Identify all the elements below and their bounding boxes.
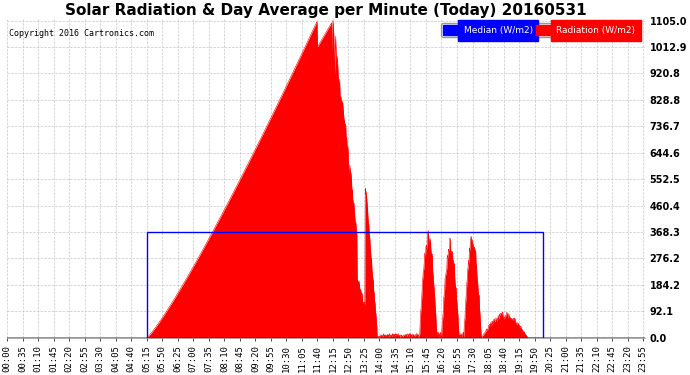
Legend: Median (W/m2), Radiation (W/m2): Median (W/m2), Radiation (W/m2) — [441, 24, 637, 37]
Title: Solar Radiation & Day Average per Minute (Today) 20160531: Solar Radiation & Day Average per Minute… — [66, 3, 587, 18]
Text: Copyright 2016 Cartronics.com: Copyright 2016 Cartronics.com — [8, 28, 154, 38]
Bar — [147, 232, 544, 338]
